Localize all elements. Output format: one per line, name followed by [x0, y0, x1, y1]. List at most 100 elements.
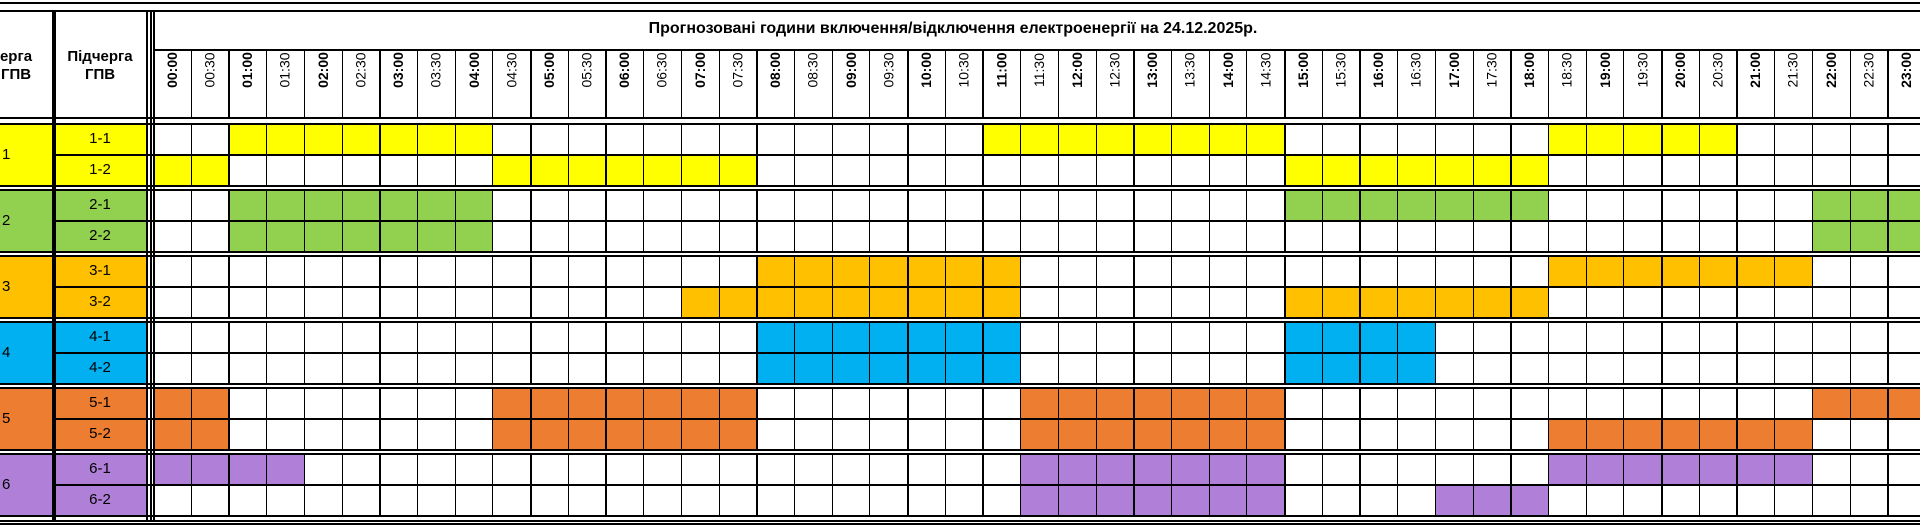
grid-line — [1246, 453, 1248, 515]
grid-line — [190, 49, 192, 117]
grid-line — [1284, 321, 1286, 383]
grid-line — [1774, 387, 1776, 449]
grid-line — [492, 123, 494, 185]
grid-line — [54, 10, 56, 520]
grid-line — [1510, 453, 1512, 515]
grid-line — [492, 453, 494, 515]
time-slot-text: 17:00 — [1445, 51, 1462, 88]
grid-line — [982, 255, 984, 317]
grid-line — [530, 123, 532, 185]
grid-line — [1208, 189, 1211, 251]
time-slot-text: 15:30 — [1332, 51, 1349, 88]
grid-line — [266, 387, 268, 449]
grid-line — [1623, 189, 1625, 251]
queue-cell-3 — [0, 255, 54, 317]
grid-line — [303, 189, 306, 251]
grid-line — [1208, 255, 1211, 317]
grid-line — [153, 387, 155, 449]
grid-line — [228, 189, 230, 251]
grid-line — [718, 321, 720, 383]
grid-line — [982, 123, 984, 185]
grid-line — [303, 49, 306, 117]
grid-line — [1887, 255, 1889, 317]
grid-line — [1359, 255, 1361, 317]
grid-line — [1133, 453, 1135, 515]
grid-line — [869, 49, 871, 117]
grid-line — [1698, 321, 1700, 383]
grid-line — [1397, 189, 1399, 251]
time-slot-text: 02:30 — [352, 51, 369, 88]
grid-line — [1547, 49, 1549, 117]
grid-line — [1811, 321, 1814, 383]
time-slot-text: 07:30 — [729, 51, 746, 88]
grid-line — [1811, 49, 1814, 117]
grid-line — [680, 123, 683, 185]
grid-line — [0, 515, 1920, 517]
grid-line — [907, 189, 909, 251]
grid-line — [1811, 453, 1814, 515]
grid-line — [1472, 123, 1474, 185]
grid-line — [190, 387, 192, 449]
grid-line — [1397, 123, 1399, 185]
grid-line — [416, 255, 418, 317]
grid-line — [190, 255, 192, 317]
grid-line — [0, 123, 1920, 125]
grid-line — [0, 387, 1920, 389]
grid-line — [1284, 255, 1286, 317]
grid-line — [0, 520, 1920, 522]
grid-line — [1095, 255, 1097, 317]
grid-line — [1510, 387, 1512, 449]
grid-line — [341, 255, 343, 317]
grid-line — [1321, 321, 1323, 383]
grid-line — [1774, 321, 1776, 383]
grid-line — [416, 453, 418, 515]
grid-line — [379, 321, 381, 383]
grid-line — [1057, 123, 1060, 185]
outage-cell — [1020, 484, 1284, 515]
grid-line — [1095, 321, 1097, 383]
grid-line — [228, 387, 230, 449]
grid-line — [718, 387, 720, 449]
grid-line — [530, 255, 532, 317]
grid-line — [1661, 49, 1663, 117]
time-slot-text: 12:30 — [1106, 51, 1123, 88]
grid-line — [0, 2, 1920, 4]
grid-line — [1321, 453, 1323, 515]
grid-line — [1170, 387, 1172, 449]
grid-line — [756, 321, 758, 383]
grid-line — [680, 321, 683, 383]
grid-line — [0, 117, 1920, 119]
grid-line — [1623, 321, 1625, 383]
grid-line — [1623, 387, 1625, 449]
grid-line — [54, 154, 1920, 156]
grid-line — [1547, 123, 1549, 185]
grid-line — [643, 49, 645, 117]
grid-line — [303, 255, 306, 317]
grid-line — [379, 189, 381, 251]
outage-cell — [1547, 123, 1737, 154]
queue-cell-1 — [0, 123, 54, 185]
grid-line — [1849, 49, 1851, 117]
grid-line — [756, 255, 758, 317]
grid-line — [228, 123, 230, 185]
grid-line — [1849, 123, 1851, 185]
grid-line — [869, 321, 871, 383]
grid-line — [1020, 387, 1022, 449]
outage-cell — [1284, 286, 1548, 317]
schedule-title: Прогнозовані години включення/відключенн… — [648, 20, 1258, 37]
grid-line — [982, 49, 984, 117]
outage-cell — [756, 321, 1021, 352]
grid-line — [907, 123, 909, 185]
grid-line — [1698, 49, 1700, 117]
grid-line — [567, 123, 569, 185]
grid-line — [266, 189, 268, 251]
subqueue-label: 4-1 — [89, 328, 111, 345]
grid-line — [1170, 255, 1172, 317]
subqueue-label: 5-2 — [89, 425, 111, 442]
time-slot-text: 04:30 — [503, 51, 520, 88]
grid-line — [1698, 453, 1700, 515]
grid-line — [266, 255, 268, 317]
grid-line — [643, 189, 645, 251]
grid-line — [1020, 123, 1022, 185]
